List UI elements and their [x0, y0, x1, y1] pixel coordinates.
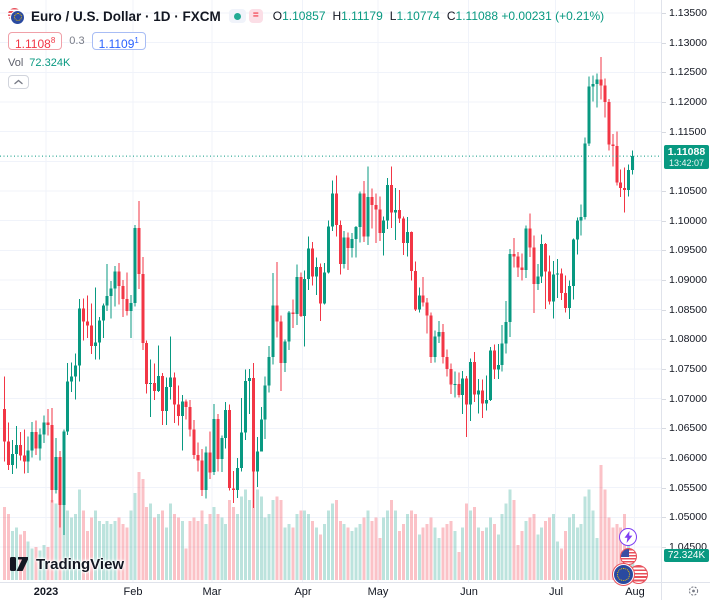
- price-axis-label: 1.05500: [669, 482, 707, 494]
- time-axis[interactable]: 2023 Feb Mar Apr May Jun Jul Aug: [0, 582, 661, 600]
- price-axis-tick: [662, 458, 666, 459]
- price-axis-label: 1.07000: [669, 393, 707, 405]
- price-axis-label: 1.12000: [669, 96, 707, 108]
- spread-value: 0.3: [69, 35, 85, 47]
- tradingview-logo[interactable]: TradingView: [9, 555, 124, 573]
- eurusd-pair-icon: [8, 7, 25, 25]
- us-flag-icon[interactable]: [620, 548, 637, 565]
- price-axis-tick: [662, 72, 666, 73]
- bid-pip: 8: [50, 36, 56, 45]
- price-axis-label: 1.05000: [669, 511, 707, 523]
- price-axis-label: 1.10500: [669, 185, 707, 197]
- price-axis-label: 1.10000: [669, 215, 707, 227]
- price-axis-label: 1.09500: [669, 244, 707, 256]
- price-axis-tick: [662, 369, 666, 370]
- price-axis-tick: [662, 43, 666, 44]
- price-axis-tick: [662, 280, 666, 281]
- low-label: L: [389, 9, 397, 23]
- chart-legend: Euro / U.S. Dollar · 1D · FXCM = O1.1085…: [8, 6, 604, 89]
- ohlc-readout: O1.10857 H1.11179 L1.10774 C1.11088 +0.0023…: [273, 9, 604, 23]
- axis-corner: [661, 582, 710, 600]
- market-status-button[interactable]: [228, 9, 246, 23]
- price-axis-label: 1.11500: [669, 126, 707, 138]
- price-axis-tick: [662, 13, 666, 14]
- close-label: C: [446, 9, 456, 23]
- high-label: H: [332, 9, 342, 23]
- bid-price: 1.1108: [15, 37, 51, 51]
- change-percent: (+0.21%): [555, 9, 605, 23]
- current-price-value: 1.11088: [667, 146, 706, 158]
- price-axis-label: 1.13000: [669, 37, 707, 49]
- time-axis-label-jul: Jul: [548, 586, 564, 598]
- price-axis-label: 1.09000: [669, 274, 707, 286]
- price-scale-settings-gear-icon[interactable]: [686, 583, 701, 598]
- time-axis-label-2023: 2023: [33, 586, 59, 598]
- high-value: 1.11179: [341, 9, 383, 23]
- volume-axis-badge: 72.324K: [664, 549, 709, 562]
- price-axis-label: 1.08500: [669, 304, 707, 316]
- price-axis-label: 1.08000: [669, 333, 707, 345]
- low-value: 1.10774: [396, 9, 440, 23]
- price-axis-label: 1.07500: [669, 363, 707, 375]
- change-value: +0.00231: [501, 9, 552, 23]
- bar-countdown: 13:42:07: [668, 157, 705, 168]
- price-axis-tick: [662, 399, 666, 400]
- price-axis-tick: [662, 339, 666, 340]
- ask-pip: 1: [134, 36, 139, 45]
- time-axis-label-apr: Apr: [294, 586, 312, 598]
- tradingview-logo-text: TradingView: [36, 555, 125, 573]
- time-axis-label-feb: Feb: [123, 586, 143, 598]
- price-axis-tick: [662, 517, 666, 518]
- time-axis-label-mar: Mar: [202, 586, 222, 598]
- tradingview-logo-icon: [10, 557, 28, 571]
- volume-indicator-label: Vol: [8, 57, 24, 69]
- open-label: O: [272, 9, 283, 23]
- time-axis-label-jun: Jun: [460, 586, 478, 598]
- current-price-badge: 1.11088 13:42:07: [664, 145, 709, 169]
- open-value: 1.10857: [282, 9, 326, 23]
- price-axis-tick: [662, 547, 666, 548]
- price-axis-label: 1.13500: [669, 7, 707, 19]
- price-axis-tick: [662, 102, 666, 103]
- time-axis-label-may: May: [367, 586, 389, 598]
- sell-bid-button[interactable]: 1.11088: [8, 32, 63, 51]
- quick-trade-lightning-icon[interactable]: [619, 528, 637, 546]
- price-axis-tick: [662, 191, 666, 192]
- ask-price: 1.1109: [98, 37, 135, 51]
- price-axis-tick: [662, 310, 666, 311]
- price-axis-tick: [662, 428, 666, 429]
- price-axis-tick: [662, 250, 666, 251]
- price-axis-tick: [662, 221, 666, 222]
- time-axis-label-aug: Aug: [625, 586, 645, 598]
- price-axis-tick: [662, 488, 666, 489]
- price-axis-label: 1.06000: [669, 452, 707, 464]
- eu-flag-icon[interactable]: [613, 564, 634, 585]
- buy-ask-button[interactable]: 1.11091: [91, 32, 146, 51]
- fundamentals-badge-icon[interactable]: =: [248, 9, 263, 23]
- close-value: 1.11088: [455, 9, 499, 23]
- collapse-legend-button[interactable]: [8, 75, 29, 89]
- price-axis-tick: [662, 132, 666, 133]
- price-axis-label: 1.06500: [669, 422, 707, 434]
- price-axis[interactable]: 1.11088 13:42:07 72.324K 1.13500 1.13000 1…: [661, 0, 710, 582]
- symbol-title[interactable]: Euro / U.S. Dollar · 1D · FXCM: [31, 8, 221, 24]
- market-open-dot-icon: [233, 12, 241, 20]
- volume-indicator-value: 72.324K: [29, 57, 71, 69]
- price-axis-label: 1.12500: [669, 66, 707, 78]
